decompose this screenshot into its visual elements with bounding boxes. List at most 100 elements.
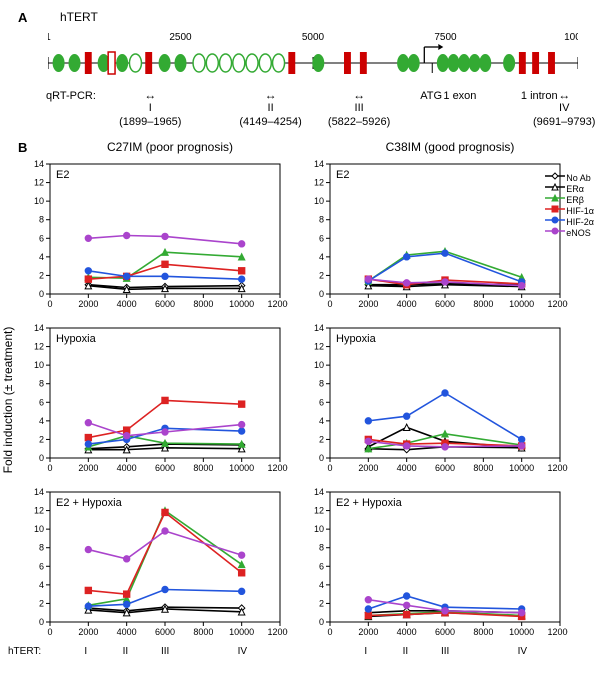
svg-text:8: 8 bbox=[39, 543, 44, 553]
svg-text:4: 4 bbox=[39, 580, 44, 590]
x-region: IV bbox=[238, 646, 247, 657]
svg-text:4: 4 bbox=[319, 580, 324, 590]
svg-text:10000: 10000 bbox=[229, 627, 254, 637]
svg-text:4: 4 bbox=[39, 252, 44, 262]
svg-text:7500: 7500 bbox=[434, 32, 457, 43]
x-region-row: hTERT:IIIIIIIVIIIIIIIV bbox=[18, 646, 608, 660]
figure-root: A hTERT 125005000750010000 qRT-PCR:ATG1 … bbox=[0, 0, 609, 660]
qrtpcr-label: qRT-PCR: bbox=[46, 90, 96, 102]
svg-text:E2 + Hypoxia: E2 + Hypoxia bbox=[336, 497, 403, 509]
svg-text:10000: 10000 bbox=[509, 299, 534, 309]
svg-text:4: 4 bbox=[319, 416, 324, 426]
panel-b: B C27IM (poor prognosis) C38IM (good pro… bbox=[0, 140, 609, 660]
svg-text:6000: 6000 bbox=[435, 627, 455, 637]
region-range: (9691–9793) bbox=[526, 116, 602, 128]
svg-text:2000: 2000 bbox=[358, 627, 378, 637]
region-range: (4149–4254) bbox=[233, 116, 309, 128]
svg-text:12: 12 bbox=[34, 506, 44, 516]
gene-diagram: 125005000750010000 bbox=[48, 28, 578, 83]
panel-b-label: B bbox=[0, 140, 27, 155]
svg-text:0: 0 bbox=[39, 289, 44, 299]
svg-text:2: 2 bbox=[39, 434, 44, 444]
chart-grid: 02468101214020004000600080001000012000E2… bbox=[18, 154, 608, 646]
svg-text:8: 8 bbox=[39, 215, 44, 225]
svg-text:8000: 8000 bbox=[193, 299, 213, 309]
svg-text:6000: 6000 bbox=[435, 299, 455, 309]
svg-text:8000: 8000 bbox=[473, 463, 493, 473]
atg-label: ATG bbox=[420, 90, 442, 102]
svg-text:6000: 6000 bbox=[155, 627, 175, 637]
legend-label: eNOS bbox=[566, 227, 591, 239]
svg-text:2000: 2000 bbox=[78, 627, 98, 637]
svg-text:8: 8 bbox=[39, 379, 44, 389]
svg-text:12: 12 bbox=[314, 342, 324, 352]
svg-text:10000: 10000 bbox=[509, 627, 534, 637]
svg-text:2: 2 bbox=[319, 598, 324, 608]
svg-text:10000: 10000 bbox=[229, 299, 254, 309]
x-region: I bbox=[364, 646, 367, 657]
chart: 02468101214020004000600080001000012000E2 bbox=[298, 156, 568, 316]
svg-text:12: 12 bbox=[34, 178, 44, 188]
svg-text:4000: 4000 bbox=[397, 627, 417, 637]
svg-text:4000: 4000 bbox=[117, 627, 137, 637]
svg-text:12000: 12000 bbox=[547, 299, 568, 309]
col-header-right: C38IM (good prognosis) bbox=[310, 140, 590, 154]
x-region: III bbox=[441, 646, 449, 657]
svg-text:8: 8 bbox=[319, 543, 324, 553]
svg-text:14: 14 bbox=[314, 487, 324, 497]
region-arrow: ↔ bbox=[256, 88, 286, 102]
region-name: IV bbox=[549, 102, 579, 114]
svg-text:2: 2 bbox=[39, 270, 44, 280]
svg-text:Hypoxia: Hypoxia bbox=[56, 333, 97, 345]
svg-text:10000: 10000 bbox=[229, 463, 254, 473]
svg-text:10000: 10000 bbox=[564, 32, 578, 43]
x-region: II bbox=[123, 646, 129, 657]
svg-text:0: 0 bbox=[327, 627, 332, 637]
svg-text:14: 14 bbox=[314, 323, 324, 333]
svg-text:6: 6 bbox=[39, 561, 44, 571]
svg-text:12: 12 bbox=[34, 342, 44, 352]
svg-text:2000: 2000 bbox=[358, 299, 378, 309]
region-name: I bbox=[135, 102, 165, 114]
region-name: II bbox=[256, 102, 286, 114]
svg-text:0: 0 bbox=[319, 289, 324, 299]
chart: 02468101214020004000600080001000012000Hy… bbox=[298, 320, 568, 480]
legend-row: eNOS bbox=[544, 227, 594, 238]
panel-a: A hTERT 125005000750010000 qRT-PCR:ATG1 … bbox=[0, 10, 609, 140]
x-region: I bbox=[84, 646, 87, 657]
svg-text:10: 10 bbox=[314, 196, 324, 206]
svg-text:4: 4 bbox=[319, 252, 324, 262]
column-headers: C27IM (poor prognosis) C38IM (good progn… bbox=[30, 140, 609, 154]
svg-text:10: 10 bbox=[314, 360, 324, 370]
chart: 02468101214020004000600080001000012000E2 bbox=[18, 156, 288, 316]
gene-title: hTERT bbox=[60, 10, 98, 24]
svg-text:8: 8 bbox=[319, 215, 324, 225]
svg-text:2: 2 bbox=[319, 270, 324, 280]
region-arrow: ↔ bbox=[549, 88, 579, 102]
svg-text:0: 0 bbox=[47, 299, 52, 309]
svg-text:12: 12 bbox=[314, 506, 324, 516]
svg-text:12000: 12000 bbox=[267, 299, 288, 309]
region-range: (1899–1965) bbox=[112, 116, 188, 128]
svg-text:12000: 12000 bbox=[267, 627, 288, 637]
svg-text:4000: 4000 bbox=[117, 463, 137, 473]
svg-text:Hypoxia: Hypoxia bbox=[336, 333, 377, 345]
legend: No AbERαERβHIF-1αHIF-2αeNOS bbox=[544, 172, 594, 238]
svg-text:14: 14 bbox=[314, 159, 324, 169]
svg-text:8: 8 bbox=[319, 379, 324, 389]
svg-text:6: 6 bbox=[319, 397, 324, 407]
col-header-left: C27IM (poor prognosis) bbox=[30, 140, 310, 154]
svg-text:E2: E2 bbox=[56, 169, 69, 181]
svg-text:6000: 6000 bbox=[435, 463, 455, 473]
svg-text:12000: 12000 bbox=[547, 627, 568, 637]
svg-text:8000: 8000 bbox=[473, 627, 493, 637]
svg-text:2: 2 bbox=[39, 598, 44, 608]
svg-text:0: 0 bbox=[39, 453, 44, 463]
svg-text:0: 0 bbox=[319, 617, 324, 627]
exon-label: 1 exon bbox=[443, 90, 476, 102]
x-region-labels: hTERT:IIIIIIIV bbox=[18, 646, 288, 660]
svg-text:2000: 2000 bbox=[78, 299, 98, 309]
svg-text:6: 6 bbox=[39, 233, 44, 243]
svg-text:0: 0 bbox=[47, 627, 52, 637]
svg-text:5000: 5000 bbox=[302, 32, 325, 43]
